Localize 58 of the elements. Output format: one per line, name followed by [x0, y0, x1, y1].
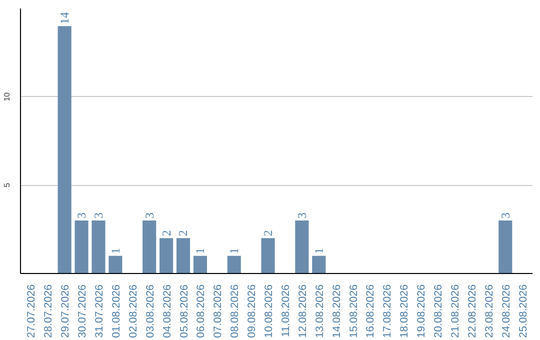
- x-tick-label: 16.08.2026: [364, 284, 377, 338]
- data-label: 3: [142, 212, 156, 218]
- data-label: 2: [176, 230, 190, 236]
- bar: [58, 26, 72, 274]
- x-tick-label: 02.08.2026: [127, 284, 140, 338]
- data-label: 2: [159, 230, 174, 236]
- bar: [312, 256, 326, 274]
- x-tick-label: 10.08.2026: [263, 284, 276, 338]
- x-tick-label: 17.08.2026: [382, 284, 394, 338]
- bar: [108, 256, 122, 274]
- x-tick-label: 13.08.2026: [314, 284, 326, 338]
- x-tick-label: 28.07.2026: [42, 284, 55, 338]
- y-tick-label: 10: [2, 92, 12, 102]
- data-label: 1: [108, 248, 122, 254]
- x-tick-label: 24.08.2026: [500, 284, 512, 338]
- x-tick-label: 30.07.2026: [76, 284, 89, 338]
- x-tick-label: 11.08.2026: [280, 284, 292, 338]
- x-tick-label: 12.08.2026: [296, 284, 309, 338]
- x-tick-label: 27.07.2026: [26, 284, 38, 338]
- x-tick-label: 29.07.2026: [60, 284, 72, 338]
- data-label: 14: [58, 12, 72, 24]
- x-tick-label: 06.08.2026: [195, 284, 208, 338]
- bar: [142, 220, 156, 274]
- x-tick-label: 19.08.2026: [416, 284, 428, 338]
- y-tick-label: 5: [2, 182, 12, 188]
- x-tick-label: 04.08.2026: [161, 284, 174, 338]
- bar: [160, 238, 174, 274]
- bar: [261, 238, 275, 274]
- x-tick-label: 21.08.2026: [450, 284, 462, 338]
- data-label: 1: [193, 248, 208, 254]
- data-label: 3: [91, 212, 106, 218]
- data-label: 1: [227, 248, 242, 254]
- x-tick-label: 22.08.2026: [466, 284, 478, 338]
- bar: [74, 220, 88, 274]
- x-tick-label: 09.08.2026: [246, 284, 258, 338]
- x-tick-label: 15.08.2026: [348, 284, 360, 338]
- bar: [295, 220, 309, 274]
- x-tick-label: 18.08.2026: [398, 284, 411, 338]
- bar: [227, 256, 241, 274]
- bar: [498, 220, 512, 274]
- x-tick-label: 07.08.2026: [212, 284, 224, 338]
- x-tick-label: 20.08.2026: [432, 284, 445, 338]
- bar: [193, 256, 207, 274]
- x-tick-label: 31.07.2026: [93, 284, 106, 338]
- x-tick-label: 08.08.2026: [229, 284, 242, 338]
- data-label: 1: [312, 248, 326, 254]
- data-label: 2: [261, 230, 276, 236]
- data-label: 3: [74, 212, 89, 218]
- bar: [176, 238, 190, 274]
- x-tick-label: 23.08.2026: [483, 284, 496, 338]
- x-tick-label: 14.08.2026: [330, 284, 343, 338]
- x-tick-label: 05.08.2026: [178, 284, 190, 338]
- bar: [92, 220, 106, 274]
- x-tick-label: 25.08.2026: [517, 284, 530, 338]
- x-tick-label: 01.08.2026: [110, 284, 122, 338]
- x-tick-label: 03.08.2026: [144, 284, 156, 338]
- data-label: 3: [294, 212, 309, 218]
- data-label: 3: [498, 212, 512, 218]
